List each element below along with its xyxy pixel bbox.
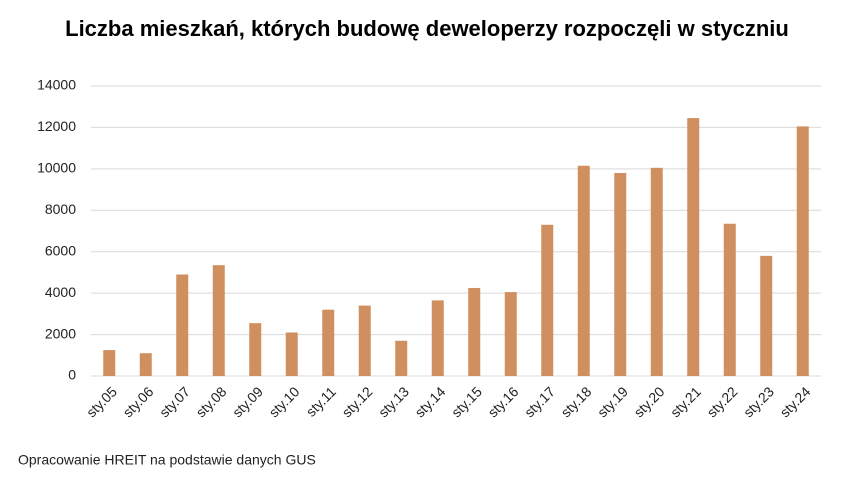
bar	[723, 223, 736, 376]
bar	[139, 353, 152, 376]
x-tick-label: sty.13	[375, 383, 412, 420]
x-tick-label: sty.11	[303, 383, 339, 419]
x-tick-label: sty.10	[265, 383, 302, 420]
bar	[176, 274, 189, 376]
bar	[322, 309, 335, 376]
x-tick-label: sty.07	[156, 383, 193, 420]
x-tick-label: sty.18	[557, 383, 594, 420]
y-tick-label: 12000	[37, 118, 76, 134]
y-tick-label: 8000	[45, 201, 76, 217]
bar	[103, 350, 116, 376]
x-tick-label: sty.06	[119, 383, 156, 420]
bar	[431, 300, 444, 376]
x-tick-label: sty.15	[448, 383, 485, 420]
x-tick-label: sty.12	[338, 383, 375, 420]
bar	[468, 287, 481, 376]
bar	[760, 255, 773, 376]
y-tick-label: 10000	[37, 160, 76, 176]
bar	[577, 165, 590, 376]
y-tick-label: 4000	[45, 284, 76, 300]
bar	[358, 305, 371, 376]
bar	[541, 224, 554, 376]
bar	[504, 292, 517, 376]
bar	[650, 167, 663, 376]
x-tick-label: sty.09	[229, 383, 266, 420]
x-tick-label: sty.23	[740, 383, 777, 420]
bar	[212, 265, 225, 376]
bar	[614, 173, 627, 376]
x-tick-label: sty.14	[411, 383, 448, 420]
x-tick-label: sty.08	[192, 383, 229, 420]
source-note: Opracowanie HREIT na podstawie danych GU…	[18, 452, 316, 468]
bar	[687, 118, 700, 376]
chart-title: Liczba mieszkań, których budowę dewelope…	[65, 16, 789, 41]
x-tick-label: sty.17	[521, 383, 558, 420]
bar	[249, 323, 262, 376]
bar	[796, 126, 809, 377]
bar	[395, 340, 408, 376]
bar	[285, 332, 298, 376]
x-tick-label: sty.05	[83, 383, 120, 420]
y-tick-label: 14000	[37, 77, 76, 93]
y-tick-label: 2000	[45, 325, 76, 341]
y-tick-label: 6000	[45, 242, 76, 258]
x-tick-label: sty.20	[630, 383, 667, 420]
x-tick-label: sty.21	[667, 383, 704, 420]
x-tick-label: sty.24	[776, 383, 813, 420]
y-tick-label: 0	[68, 367, 76, 383]
x-tick-label: sty.19	[594, 383, 631, 420]
x-tick-label: sty.16	[484, 383, 521, 420]
x-tick-label: sty.22	[703, 383, 740, 420]
